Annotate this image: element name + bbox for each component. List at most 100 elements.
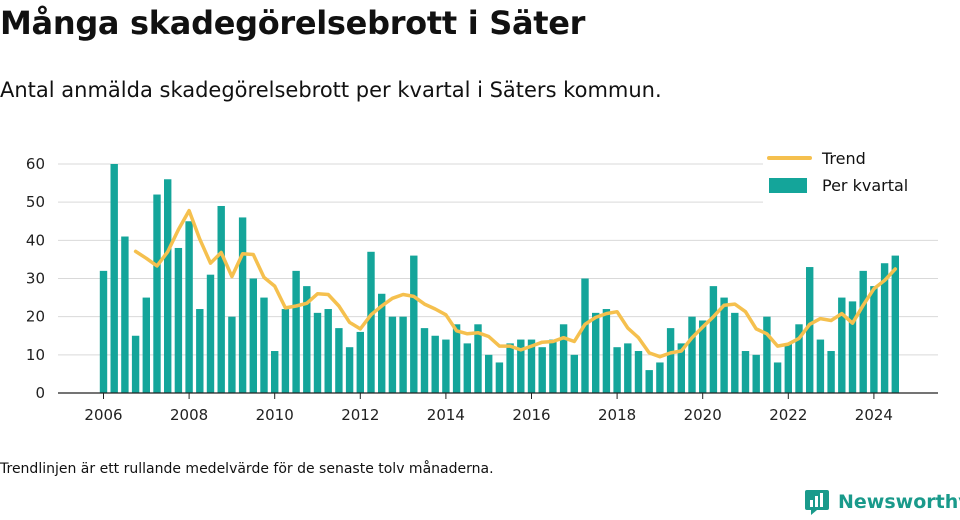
legend-label-per-kvartal: Per kvartal xyxy=(822,176,908,195)
bar xyxy=(624,343,632,393)
bar xyxy=(709,286,718,393)
newsworthy-logo-icon xyxy=(805,490,829,515)
bar xyxy=(271,351,279,393)
bar xyxy=(848,301,857,393)
footnote: Trendlinjen är ett rullande medelvärde f… xyxy=(0,461,494,477)
bar xyxy=(388,316,397,393)
bar xyxy=(164,179,172,393)
bar xyxy=(356,331,364,393)
bar xyxy=(752,354,760,393)
bar xyxy=(656,362,664,393)
y-tick-label: 50 xyxy=(26,193,45,211)
bar xyxy=(741,351,750,393)
bar xyxy=(634,351,643,393)
bar xyxy=(324,309,332,393)
trend-line xyxy=(133,208,898,359)
bar xyxy=(485,354,493,393)
bar xyxy=(249,278,257,393)
bar xyxy=(527,339,536,393)
y-tick-label: 10 xyxy=(26,346,45,364)
brand[interactable]: Newsworthy xyxy=(804,488,960,516)
x-tick-label: 2010 xyxy=(256,406,294,424)
y-tick-label: 60 xyxy=(26,155,45,173)
bar xyxy=(495,362,504,393)
bar xyxy=(559,324,568,393)
legend-bar-swatch xyxy=(769,178,807,193)
x-tick-label: 2018 xyxy=(598,406,636,424)
x-axis-ticks: 2006 2008 2010 2012 2014 2016 2018 2020 2022 2024 xyxy=(84,393,893,424)
bar xyxy=(442,339,450,393)
x-tick-label: 2006 xyxy=(84,406,122,424)
bar xyxy=(281,309,290,393)
bar xyxy=(549,339,557,393)
chart-subtitle: Antal anmälda skadegörelsebrott per kvar… xyxy=(0,78,662,102)
chart-title: Många skadegörelsebrott i Säter xyxy=(0,4,586,42)
x-tick-label: 2020 xyxy=(684,406,722,424)
bar xyxy=(763,316,771,393)
bar xyxy=(517,339,525,393)
bar xyxy=(699,320,707,393)
x-tick-label: 2016 xyxy=(512,406,550,424)
bar xyxy=(367,251,375,393)
bar xyxy=(206,274,215,393)
bar xyxy=(196,309,204,393)
bar xyxy=(784,343,792,393)
bar xyxy=(260,297,268,393)
y-tick-label: 30 xyxy=(26,270,45,288)
bar xyxy=(99,270,108,393)
bar xyxy=(506,343,514,393)
bar xyxy=(238,217,247,393)
bar xyxy=(816,339,825,393)
y-tick-label: 0 xyxy=(35,384,45,402)
bar xyxy=(345,347,354,393)
bar xyxy=(838,297,846,393)
bar xyxy=(602,309,611,393)
bar xyxy=(335,328,343,393)
brand-name: Newsworthy xyxy=(838,491,960,513)
y-tick-label: 40 xyxy=(26,231,45,249)
legend-label-trend: Trend xyxy=(821,149,866,168)
bar xyxy=(313,312,322,393)
bar xyxy=(228,316,236,393)
bar xyxy=(410,255,418,393)
x-tick-label: 2008 xyxy=(170,406,208,424)
bar xyxy=(795,324,803,393)
bar xyxy=(142,297,150,393)
bar xyxy=(121,236,129,393)
bar xyxy=(110,164,118,393)
bar xyxy=(474,324,482,393)
bar xyxy=(677,343,685,393)
bar xyxy=(592,312,600,393)
x-tick-label: 2024 xyxy=(855,406,893,424)
bar xyxy=(153,194,161,393)
bar xyxy=(131,335,140,393)
bar xyxy=(666,328,675,393)
bar xyxy=(174,247,183,393)
x-tick-label: 2022 xyxy=(769,406,807,424)
bar xyxy=(570,354,578,393)
bar xyxy=(452,324,461,393)
bar xyxy=(581,278,589,393)
bar xyxy=(463,343,471,393)
x-tick-label: 2014 xyxy=(427,406,465,424)
bar xyxy=(538,347,546,393)
legend: Trend Per kvartal xyxy=(763,148,938,206)
bar xyxy=(891,255,899,393)
bar xyxy=(613,347,621,393)
bar-series xyxy=(99,164,899,393)
bar xyxy=(720,297,728,393)
trend-series xyxy=(133,208,898,359)
bar xyxy=(292,270,300,393)
bar xyxy=(880,263,889,393)
bar xyxy=(431,335,439,393)
bar xyxy=(378,293,386,393)
bar xyxy=(827,351,835,393)
bar xyxy=(688,316,696,393)
bar xyxy=(870,286,878,393)
bar xyxy=(185,221,193,393)
bar xyxy=(731,312,739,393)
bar xyxy=(645,370,653,393)
bar xyxy=(303,286,311,393)
bar xyxy=(806,267,814,393)
